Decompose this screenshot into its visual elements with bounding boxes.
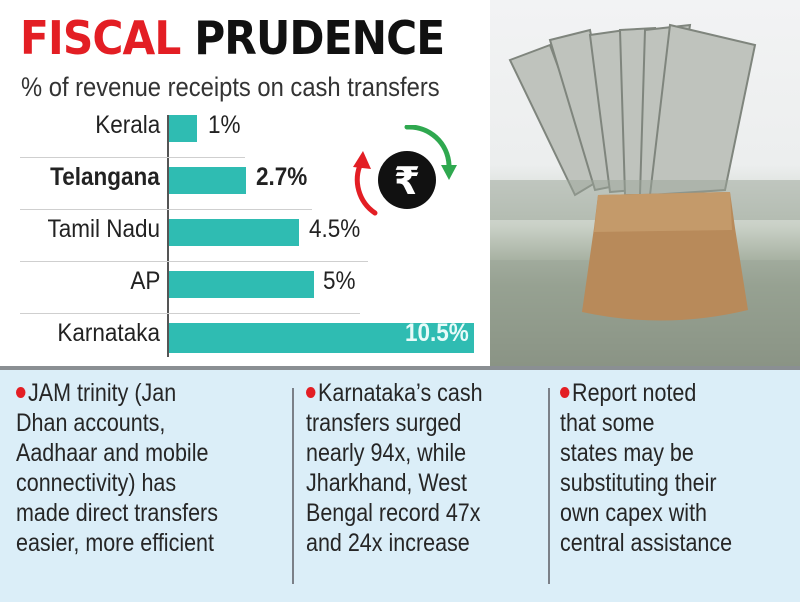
note-1: JAM trinity (Jan Dhan accounts, Aadhaar … bbox=[16, 379, 218, 557]
rupee-exchange-icon: ₹ bbox=[345, 124, 470, 220]
money-bag-photo bbox=[490, 0, 800, 366]
bar-label: AP bbox=[129, 267, 160, 295]
bar-label: Kerala bbox=[94, 111, 160, 139]
column-divider bbox=[292, 388, 294, 584]
bar-row-tamil-nadu: Tamil Nadu 4.5% bbox=[0, 209, 490, 261]
bar-label: Karnataka bbox=[57, 319, 160, 347]
bar-label: Telangana bbox=[50, 163, 160, 191]
row-divider bbox=[20, 209, 312, 210]
bar-row-telangana: Telangana 2.7% bbox=[0, 157, 490, 209]
svg-text:₹: ₹ bbox=[394, 159, 420, 203]
bar-value: 10.5% bbox=[405, 319, 469, 347]
bar-row-ap: AP 5% bbox=[0, 261, 490, 313]
bar-value: 4.5% bbox=[309, 215, 361, 243]
bar bbox=[169, 167, 246, 194]
bullet-icon bbox=[306, 387, 316, 398]
bar bbox=[169, 115, 197, 142]
notes-panel: JAM trinity (Jan Dhan accounts, Aadhaar … bbox=[0, 370, 800, 602]
column-divider bbox=[548, 388, 550, 584]
headline: FISCAL PRUDENCE bbox=[20, 10, 445, 66]
bar-chart: Kerala 1% Telangana 2.7% Tamil Nadu 4.5%… bbox=[0, 105, 490, 365]
chart-axis bbox=[167, 115, 169, 357]
bar bbox=[169, 219, 299, 246]
row-divider bbox=[20, 261, 368, 262]
bar-label: Tamil Nadu bbox=[47, 215, 160, 243]
bar-row-kerala: Kerala 1% bbox=[0, 105, 490, 157]
bar bbox=[169, 271, 314, 298]
bullet-icon bbox=[560, 387, 570, 398]
row-divider bbox=[20, 313, 360, 314]
headline-red: FISCAL bbox=[20, 11, 181, 65]
row-divider bbox=[20, 157, 245, 158]
bar-row-karnataka: Karnataka 10.5% bbox=[0, 313, 490, 365]
section-divider bbox=[0, 366, 800, 370]
bar-value: 1% bbox=[208, 111, 241, 139]
bar-value: 2.7% bbox=[256, 163, 308, 191]
infographic-top: FISCAL PRUDENCE % of revenue receipts on… bbox=[0, 0, 800, 366]
note-2: Karnataka’s cash transfers surged nearly… bbox=[306, 379, 483, 557]
bar bbox=[169, 323, 474, 353]
headline-black: PRUDENCE bbox=[194, 11, 445, 65]
subtitle: % of revenue receipts on cash transfers bbox=[21, 72, 440, 102]
note-3: Report noted that some states may be sub… bbox=[560, 379, 733, 557]
bar-value: 5% bbox=[323, 267, 356, 295]
bullet-icon bbox=[16, 387, 26, 398]
